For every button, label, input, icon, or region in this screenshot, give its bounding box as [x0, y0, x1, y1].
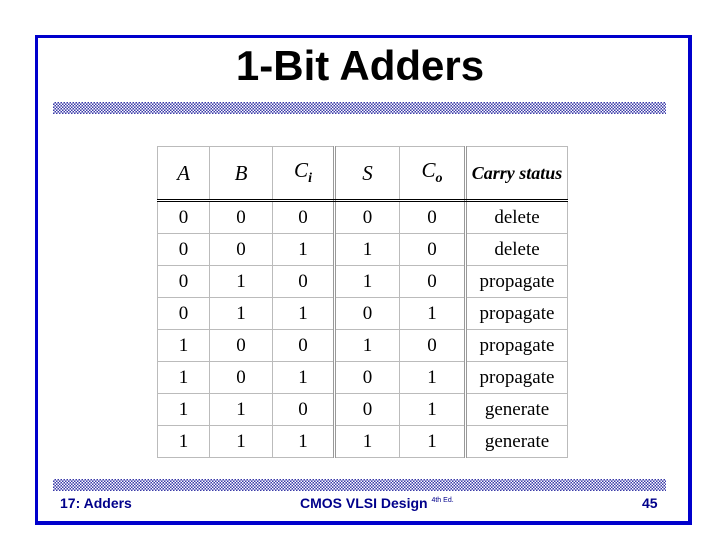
table-cell: 0: [272, 200, 336, 234]
table-cell: 1: [209, 297, 273, 330]
footer-edition: 4th Ed.: [431, 497, 454, 504]
table-cell: delete: [465, 233, 568, 266]
table-cell: 0: [209, 233, 273, 266]
header-label: Carry status: [471, 163, 563, 183]
table-row: 1 0 0 1 0 propagate: [157, 329, 568, 362]
header-label: C: [294, 158, 309, 183]
header-subscript: o: [435, 171, 443, 187]
footer-chapter: 17: Adders: [60, 495, 132, 511]
table-cell: propagate: [465, 297, 568, 330]
table-cell: 1: [157, 393, 210, 426]
table-row: 0 1 1 0 1 propagate: [157, 297, 568, 330]
table-cell: 1: [272, 361, 336, 394]
table-cell: propagate: [465, 265, 568, 298]
table-cell: 0: [272, 329, 336, 362]
table-row: 0 0 1 1 0 delete: [157, 233, 568, 266]
bottom-divider: [53, 479, 666, 491]
footer-book: CMOS VLSI Design 4th Ed.: [300, 495, 454, 511]
table-row: 1 0 1 0 1 propagate: [157, 361, 568, 394]
table-row: 0 1 0 1 0 propagate: [157, 265, 568, 298]
column-header: S: [334, 146, 400, 202]
column-header: A: [157, 146, 210, 202]
column-header: Ci: [272, 146, 336, 202]
header-label: S: [362, 160, 373, 185]
table-cell: 0: [157, 265, 210, 298]
truth-table: A B Ci S Co Carry status 0 0 0 0 0 delete 0 0 1 1 0 dele…: [157, 146, 568, 458]
table-cell: 0: [209, 361, 273, 394]
table-cell: 0: [272, 265, 336, 298]
table-cell: 0: [157, 233, 210, 266]
table-cell: 1: [272, 233, 336, 266]
header-label: B: [234, 160, 248, 185]
table-cell: 0: [334, 361, 400, 394]
table-cell: 1: [399, 393, 467, 426]
table-cell: propagate: [465, 361, 568, 394]
table-cell: 1: [272, 297, 336, 330]
table-cell: 1: [399, 425, 467, 458]
table-cell: 1: [209, 425, 273, 458]
table-cell: 1: [209, 265, 273, 298]
table-cell: 0: [272, 393, 336, 426]
table-cell: 1: [272, 425, 336, 458]
table-row: 1 1 0 0 1 generate: [157, 393, 568, 426]
table-cell: 1: [334, 265, 400, 298]
table-cell: 1: [334, 425, 400, 458]
column-header: Carry status: [465, 146, 568, 202]
table-cell: 1: [399, 297, 467, 330]
table-cell: 0: [209, 329, 273, 362]
table-cell: generate: [465, 393, 568, 426]
column-header: Co: [399, 146, 467, 202]
slide-title: 1-Bit Adders: [235, 42, 485, 89]
table-row: 1 1 1 1 1 generate: [157, 425, 568, 458]
table-cell: 0: [399, 265, 467, 298]
table-cell: 0: [334, 297, 400, 330]
table-cell: 0: [157, 200, 210, 234]
footer-page-number: 45: [642, 495, 658, 511]
footer-book-title: CMOS VLSI Design: [300, 495, 428, 511]
table-cell: propagate: [465, 329, 568, 362]
table-cell: 1: [157, 425, 210, 458]
table-cell: 0: [209, 200, 273, 234]
table-cell: 0: [399, 329, 467, 362]
slide-frame: [35, 35, 692, 525]
table-cell: 0: [334, 393, 400, 426]
table-cell: 1: [209, 393, 273, 426]
table-cell: 1: [157, 329, 210, 362]
table-cell: 0: [399, 200, 467, 234]
header-label: A: [177, 160, 190, 185]
table-cell: 1: [334, 329, 400, 362]
column-header: B: [209, 146, 273, 202]
table-cell: 0: [157, 297, 210, 330]
table-cell: 1: [334, 233, 400, 266]
table-cell: generate: [465, 425, 568, 458]
table-cell: 0: [334, 200, 400, 234]
header-label: C: [421, 158, 436, 183]
table-cell: 1: [399, 361, 467, 394]
table-row: 0 0 0 0 0 delete: [157, 200, 568, 234]
table-cell: delete: [465, 200, 568, 234]
table-cell: 1: [157, 361, 210, 394]
header-subscript: i: [308, 171, 312, 187]
top-divider: [53, 102, 666, 114]
table-cell: 0: [399, 233, 467, 266]
